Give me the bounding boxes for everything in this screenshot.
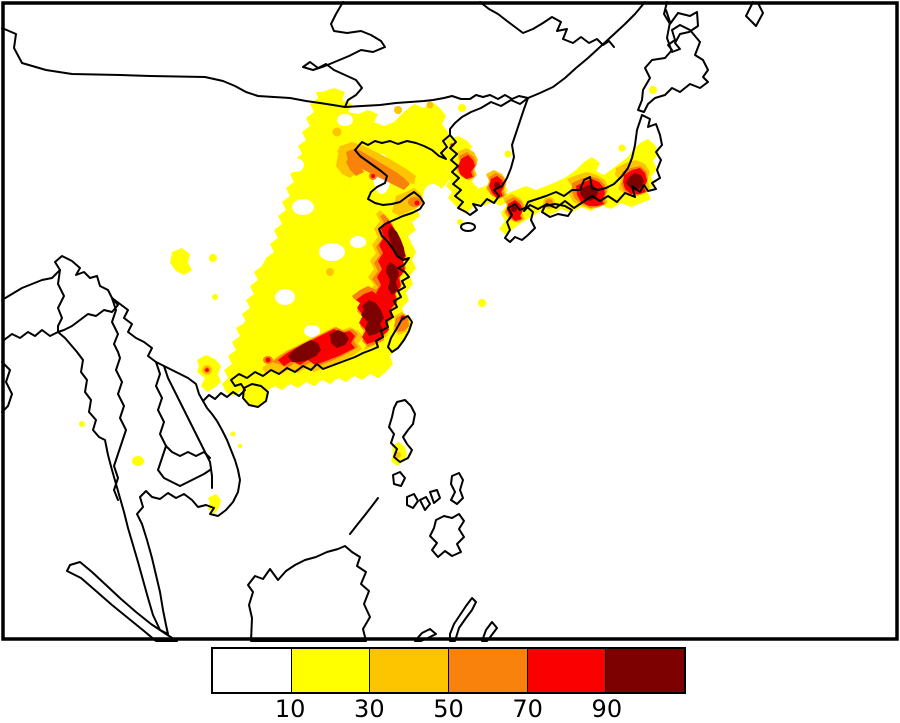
contour-spot — [649, 86, 657, 94]
contour-spot — [457, 219, 463, 225]
coastline-sumatra — [66, 561, 178, 642]
border-myanmar-thailand — [111, 297, 127, 501]
contour-spot — [332, 127, 342, 137]
contour-dark-fukuoka — [511, 206, 517, 212]
contour-dark-shanghai — [388, 226, 405, 260]
coastline-mindoro — [392, 471, 406, 487]
colorbar-segment — [448, 649, 527, 692]
coastline-china-seaboard — [3, 134, 451, 635]
colorbar-segment — [369, 649, 449, 692]
coastlines — [1, 1, 764, 642]
colorbar-segment — [605, 649, 685, 692]
colorbar-tick-label: 70 — [512, 695, 543, 723]
coastline-samar-north — [450, 472, 464, 505]
contour-yellow-hcmc — [208, 494, 221, 514]
border-thailand-cambodia — [155, 361, 211, 487]
coastline-hainan — [242, 383, 269, 408]
contour-spot — [205, 368, 209, 372]
contour-spot — [618, 144, 626, 152]
coastline-korea-peninsula — [449, 97, 529, 216]
contour-spot — [414, 200, 420, 206]
colorbar-tick-label: 10 — [274, 695, 306, 723]
contour-dark-fujian — [361, 300, 384, 336]
coastline-primorye — [527, 1, 646, 99]
colorbar — [211, 647, 686, 694]
coastline-sulawesi-arm — [449, 597, 477, 642]
contour-holes — [275, 114, 443, 337]
coastline-honshu — [523, 114, 663, 212]
coastline-nk-china-border — [449, 97, 529, 136]
contour-orange-beijing — [346, 152, 364, 176]
contour-spot — [426, 101, 434, 109]
coastline-shikoku — [541, 203, 573, 218]
coastline-visayas-2 — [419, 496, 431, 511]
contour-spot — [326, 268, 334, 276]
coastline-luzon — [388, 399, 416, 463]
border-china-vietnam — [111, 297, 204, 402]
coastline-java-sea-islets — [414, 628, 437, 642]
contour-spot — [394, 106, 402, 114]
colorbar-segment — [290, 649, 370, 692]
coastline-india-east — [1, 361, 13, 413]
coastline-baikal-zigzag — [302, 1, 386, 108]
colorbar-tick-label: 50 — [433, 695, 464, 723]
contour-spot — [212, 294, 218, 300]
coastline-sakhalin — [663, 1, 699, 53]
contour-spot — [478, 299, 486, 307]
border-cambodia-inner — [165, 445, 211, 459]
contour-spot — [265, 357, 271, 363]
coastline-kyushu — [504, 203, 536, 243]
map-frame — [1, 1, 899, 641]
colorbar-tick-label: 90 — [591, 695, 623, 723]
contour-red-seoul — [458, 155, 475, 179]
map-canvas — [1, 1, 899, 642]
contour-spot — [132, 456, 144, 466]
contour-spot — [230, 431, 236, 437]
coastline-amur-border — [479, 1, 615, 48]
coastline-hokkaido — [637, 24, 709, 113]
map-background — [2, 2, 897, 639]
coastline-palawan — [349, 497, 379, 535]
border-laos-vietnam — [163, 365, 213, 489]
colorbar-segment — [213, 649, 291, 692]
coastline-moluccas — [481, 621, 498, 642]
contour-dark-pearl-east — [330, 330, 349, 348]
contour-yellow-sichuan — [170, 248, 192, 275]
contour-yellow-hainan — [243, 384, 268, 407]
colorbar-segment — [526, 649, 606, 692]
contour-spot — [238, 444, 242, 448]
coastline-samar — [429, 489, 441, 504]
colorbar-tick-label: 30 — [354, 695, 385, 723]
coastline-mindanao — [429, 513, 465, 558]
contour-spot — [458, 104, 466, 112]
contour-spot — [371, 174, 375, 178]
coastline-borneo — [247, 545, 371, 642]
contour-spot — [79, 421, 85, 427]
contour-dark-pearl-west — [288, 340, 321, 362]
contour-dark-tokyo — [626, 173, 644, 191]
contour-dark-wenzhou — [386, 262, 399, 295]
coastline-visayas-1 — [406, 493, 419, 509]
coastline-taiwan — [387, 315, 413, 353]
coastline-india-bangladesh — [1, 255, 119, 333]
coastline-jeju — [460, 222, 476, 232]
contour-spot — [504, 150, 512, 158]
coastline-bangladesh-inner — [57, 269, 65, 333]
contour-spot — [209, 254, 217, 262]
coastline-kuril — [745, 1, 764, 27]
contour-spot — [395, 452, 401, 458]
contour-yellow-guangxi — [242, 318, 258, 336]
contour-dark-busan — [494, 182, 500, 188]
